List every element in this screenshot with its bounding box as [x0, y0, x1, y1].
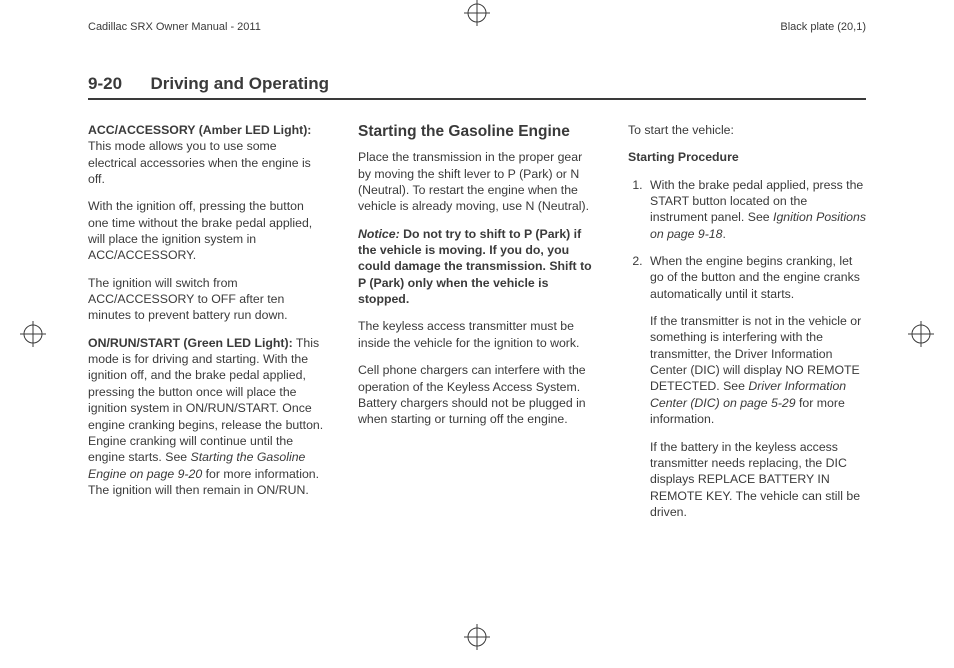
manual-title: Cadillac SRX Owner Manual - 2011 — [88, 21, 261, 33]
section-heading: Starting the Gasoline Engine — [358, 122, 596, 141]
onrun-label: ON/RUN/START (Green LED Light): — [88, 336, 293, 350]
page-number: 9-20 — [88, 74, 122, 94]
onrun-body: This mode is for driving and starting. W… — [88, 336, 323, 464]
registration-mark-top — [464, 0, 490, 26]
column-1: ACC/ACCESSORY (Amber LED Light): This mo… — [88, 122, 326, 531]
para: The keyless access transmitter must be i… — [358, 318, 596, 351]
indent-para: If the transmitter is not in the vehicle… — [650, 313, 866, 427]
procedure-list: With the brake pedal applied, press the … — [646, 177, 866, 302]
indent-para: If the battery in the keyless access tra… — [650, 439, 866, 521]
acc-label: ACC/ACCESSORY (Amber LED Light): — [88, 123, 311, 137]
para: With the ignition off, pressing the butt… — [88, 198, 326, 263]
acc-body: This mode allows you to use some electri… — [88, 139, 311, 186]
plate-info: Black plate (20,1) — [780, 21, 866, 33]
page-header: 9-20 Driving and Operating — [88, 74, 866, 100]
para: To start the vehicle: — [628, 122, 866, 138]
para: The ignition will switch from ACC/ACCESS… — [88, 275, 326, 324]
registration-mark-left — [20, 321, 46, 347]
text-columns: ACC/ACCESSORY (Amber LED Light): This mo… — [88, 122, 866, 531]
para: Place the transmission in the proper gea… — [358, 149, 596, 214]
column-2: Starting the Gasoline Engine Place the t… — [358, 122, 596, 531]
para-acc: ACC/ACCESSORY (Amber LED Light): This mo… — [88, 122, 326, 187]
para-onrun: ON/RUN/START (Green LED Light): This mod… — [88, 335, 326, 498]
notice-para: Notice: Do not try to shift to P (Park) … — [358, 226, 596, 308]
chapter-title: Driving and Operating — [150, 74, 329, 93]
page-content: 9-20 Driving and Operating ACC/ACCESSORY… — [88, 74, 866, 628]
notice-label: Notice: — [358, 227, 400, 241]
subheading: Starting Procedure — [628, 149, 866, 165]
list-item: When the engine begins cranking, let go … — [646, 253, 866, 302]
list-item: With the brake pedal applied, press the … — [646, 177, 866, 242]
column-3: To start the vehicle: Starting Procedure… — [628, 122, 866, 531]
para: Cell phone chargers can interfere with t… — [358, 362, 596, 427]
li-tail: . — [722, 227, 725, 241]
registration-mark-right — [908, 321, 934, 347]
